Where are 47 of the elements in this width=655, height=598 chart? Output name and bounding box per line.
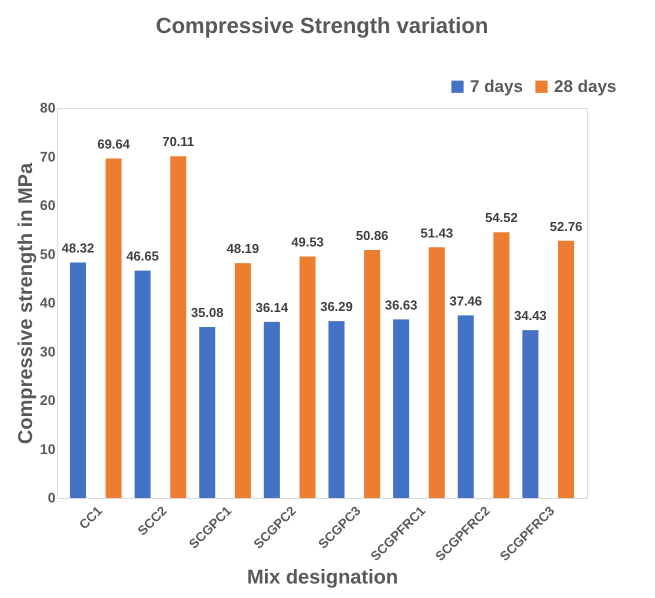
data-label: 49.53	[291, 234, 324, 250]
legend-label: 7 days	[470, 76, 523, 96]
data-label: 54.52	[485, 210, 518, 226]
y-axis-title: Compressive strength in MPa	[14, 162, 37, 444]
bar	[170, 156, 186, 498]
data-label: 70.11	[162, 134, 194, 150]
data-label: 48.19	[226, 241, 260, 256]
data-label: 48.32	[62, 240, 94, 256]
data-label: 46.65	[126, 248, 159, 264]
bar	[393, 319, 410, 498]
bar	[134, 270, 151, 498]
bar	[458, 315, 474, 498]
bar	[70, 262, 86, 498]
y-tick-label: 10	[40, 440, 56, 457]
bar	[106, 158, 122, 498]
x-axis-title: Mix designation	[246, 566, 398, 589]
bar	[493, 232, 510, 498]
data-label: 69.64	[97, 136, 131, 152]
data-label: 50.86	[356, 228, 388, 244]
data-label: 36.29	[320, 299, 353, 314]
data-label: 36.63	[384, 297, 418, 312]
bar	[558, 240, 574, 498]
y-tick-label: 0	[48, 490, 56, 506]
data-label: 36.14	[256, 300, 289, 315]
y-tick-label: 60	[40, 197, 56, 213]
bar	[264, 322, 280, 498]
bar	[522, 330, 538, 498]
chart-title: Compressive Strength variation	[156, 13, 488, 38]
y-tick-label: 80	[40, 100, 56, 116]
data-label: 34.43	[514, 308, 547, 324]
legend-label: 28 days	[554, 76, 616, 96]
data-label: 35.08	[190, 304, 224, 320]
data-label: 52.76	[550, 218, 582, 234]
bar	[428, 247, 445, 498]
bar	[364, 250, 380, 498]
bar	[328, 321, 345, 498]
data-label: 51.43	[420, 225, 454, 240]
data-label: 37.46	[449, 293, 482, 308]
bar	[199, 326, 216, 498]
y-tick-label: 20	[40, 392, 56, 408]
bar	[234, 263, 251, 498]
bar	[299, 256, 316, 498]
y-tick-label: 50	[40, 246, 56, 262]
y-tick-label: 70	[40, 148, 56, 164]
y-tick-label: 30	[40, 343, 56, 360]
y-tick-label: 40	[40, 294, 56, 310]
x-tick-label: CC1	[76, 503, 105, 532]
